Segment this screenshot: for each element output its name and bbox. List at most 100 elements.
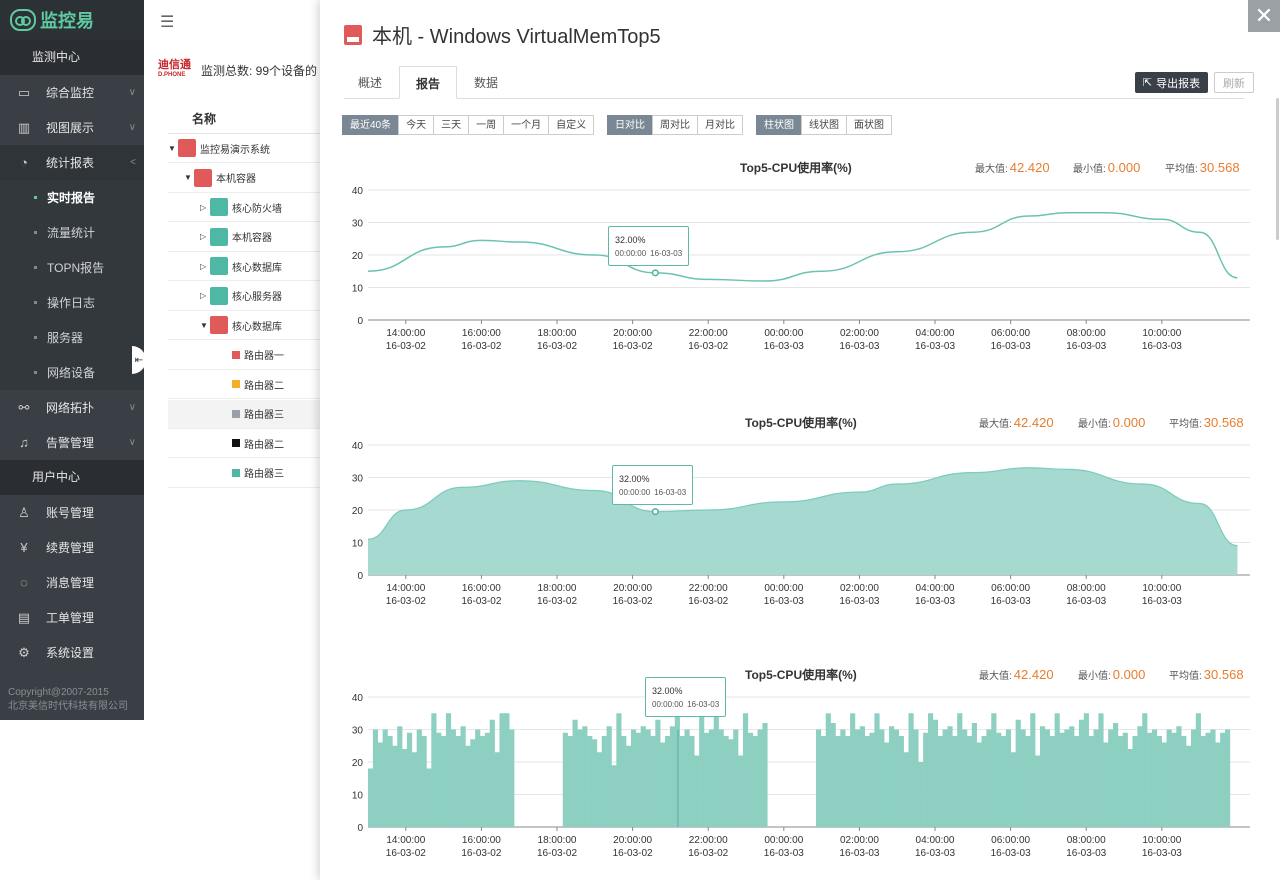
tooltip-time-value: 00:00:00 — [652, 700, 684, 709]
filter-3days[interactable]: 三天 — [433, 115, 470, 135]
bar — [655, 719, 661, 827]
stat-value: 42.420 — [1013, 415, 1054, 430]
x-tick-time: 16:00:00 — [462, 328, 501, 339]
collapse-sidebar-button[interactable]: ⇤ — [132, 346, 146, 374]
nav-label: 统计报表 — [46, 156, 95, 170]
compare-filter-group: 日对比 周对比 月对比 — [607, 115, 743, 135]
bar — [699, 713, 705, 827]
bar — [441, 736, 447, 827]
nav-item-topology[interactable]: ⚯ 网络拓扑 ∨ — [0, 390, 144, 425]
nav-item-settings[interactable]: ⚙ 系统设置 — [0, 635, 144, 670]
expand-toggle-icon[interactable]: ▷ — [200, 291, 207, 300]
export-report-button[interactable]: ⇱ 导出报表 — [1135, 72, 1208, 93]
expand-toggle-icon[interactable]: ▼ — [200, 320, 208, 330]
bar — [504, 713, 510, 827]
bar — [455, 736, 461, 827]
collapse-icon: ⇤ — [134, 354, 144, 366]
filter-day-compare[interactable]: 日对比 — [607, 115, 653, 135]
filter-week[interactable]: 一周 — [468, 115, 505, 135]
filter-month-compare[interactable]: 月对比 — [697, 115, 743, 135]
bar — [738, 755, 744, 827]
nav-item-views[interactable]: ▥ 视图展示 ∨ — [0, 110, 144, 145]
x-tick-time: 06:00:00 — [991, 583, 1030, 594]
y-tick-label: 30 — [352, 474, 364, 485]
bar — [1171, 732, 1177, 827]
chart-svg: 0 10 20 30 40 14:00:00 16-03-02 16:00:00 16-03-0… — [352, 186, 1250, 352]
app-logo[interactable]: 监控易 — [0, 0, 144, 40]
expand-toggle-icon[interactable]: ▷ — [200, 232, 207, 241]
tree-row[interactable]: ▼ 核心数据库 — [168, 311, 320, 340]
bar-chart-icon: ▥ — [17, 119, 31, 135]
sub-item-oplog[interactable]: 操作日志 — [0, 285, 144, 320]
bar — [1161, 742, 1167, 827]
type-bar[interactable]: 柱状图 — [756, 115, 802, 135]
expand-toggle-icon[interactable]: ▼ — [168, 143, 176, 153]
tree-row[interactable]: 路由器二 — [168, 370, 320, 399]
nav-item-reports[interactable]: ◔ 统计报表 < — [0, 145, 144, 180]
nav-item-overview[interactable]: ▭ 综合监控 ∨ — [0, 75, 144, 110]
tree-row[interactable]: ▷ 核心防火墙 — [168, 193, 320, 222]
nav-item-messages[interactable]: ◌ 消息管理 — [0, 565, 144, 600]
tab-report[interactable]: 报告 — [399, 66, 457, 99]
tree-label: 监控易演示系统 — [200, 144, 270, 156]
nav-label: 综合监控 — [46, 86, 95, 100]
tooltip-time-value: 00:00:00 — [615, 249, 647, 258]
bar — [923, 732, 929, 827]
filter-today[interactable]: 今天 — [398, 115, 435, 135]
tree-row[interactable]: 路由器一 — [168, 341, 320, 370]
bar — [874, 713, 880, 827]
tree-row[interactable]: 路由器三 — [168, 399, 320, 429]
tab-data[interactable]: 数据 — [473, 76, 498, 90]
tree-row[interactable]: ▷ 本机容器 — [168, 223, 320, 252]
tree-label: 路由器二 — [244, 380, 284, 392]
brand-bar: 迪信通 D.PHONE 监测总数: 99个设备的 — [158, 60, 317, 80]
bar — [733, 729, 739, 827]
menu-icon[interactable]: ☰ — [160, 14, 175, 31]
bar — [913, 729, 919, 827]
tree-label: 本机容器 — [232, 233, 272, 244]
nav-item-renewal[interactable]: ¥ 续费管理 — [0, 530, 144, 565]
nav-item-alarms[interactable]: ♫ 告警管理 ∨ — [0, 425, 144, 460]
tree-row[interactable]: ▼ 本机容器 — [168, 164, 320, 193]
sub-item-server[interactable]: 服务器 — [0, 320, 144, 355]
close-icon[interactable]: ✕ — [1248, 0, 1280, 32]
x-tick-time: 20:00:00 — [613, 835, 652, 846]
tree-row[interactable]: ▷ 核心服务器 — [168, 282, 320, 311]
stat-value: 30.568 — [1203, 667, 1244, 682]
stat-value: 30.568 — [1203, 415, 1244, 430]
tree-row[interactable]: 路由器三 — [168, 459, 320, 488]
sub-item-network-device[interactable]: 网络设备 — [0, 355, 144, 390]
y-tick-label: 40 — [352, 186, 364, 197]
tree-row[interactable]: ▷ 核心数据库 — [168, 252, 320, 281]
bar — [903, 752, 909, 827]
x-tick-time: 08:00:00 — [1067, 583, 1106, 594]
sub-item-realtime-report[interactable]: 实时报告 — [0, 180, 144, 215]
nav-item-tickets[interactable]: ▤ 工单管理 — [0, 600, 144, 635]
tree-row[interactable]: 路由器二 — [168, 429, 320, 458]
x-tick-date: 16-03-02 — [537, 848, 577, 859]
expand-toggle-icon[interactable]: ▷ — [200, 261, 207, 271]
nav-item-accounts[interactable]: ♙ 账号管理 — [0, 495, 144, 530]
refresh-button[interactable]: 刷新 — [1214, 72, 1254, 93]
tree-row[interactable]: ▼ 监控易演示系统 — [168, 134, 320, 163]
filter-recent40[interactable]: 最近40条 — [342, 115, 400, 135]
filter-custom[interactable]: 自定义 — [548, 115, 595, 135]
expand-toggle-icon[interactable]: ▼ — [184, 173, 192, 182]
type-area[interactable]: 面状图 — [846, 115, 892, 135]
bar — [1074, 736, 1080, 827]
scrollbar[interactable] — [1276, 98, 1279, 240]
device-icon — [210, 286, 228, 305]
bar — [981, 736, 987, 827]
filter-week-compare[interactable]: 周对比 — [652, 115, 698, 135]
sub-item-topn[interactable]: TOPN报告 — [0, 250, 144, 285]
sub-item-traffic[interactable]: 流量统计 — [0, 215, 144, 250]
type-line[interactable]: 线状图 — [801, 115, 847, 135]
y-tick-label: 20 — [352, 506, 364, 517]
filter-month[interactable]: 一个月 — [503, 115, 550, 135]
expand-toggle-icon[interactable]: ▷ — [200, 202, 207, 212]
x-tick-time: 10:00:00 — [1142, 328, 1181, 339]
tab-overview[interactable]: 概述 — [357, 76, 382, 90]
x-tick-date: 16-03-02 — [688, 848, 728, 859]
bar — [402, 749, 408, 827]
x-tick-date: 16-03-02 — [613, 341, 653, 352]
